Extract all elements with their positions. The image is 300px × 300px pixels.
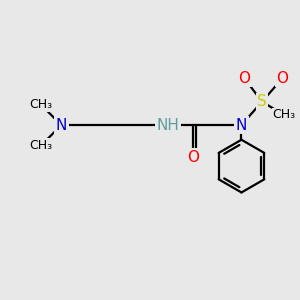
Text: O: O	[277, 71, 289, 86]
Text: N: N	[236, 118, 247, 133]
Text: CH₃: CH₃	[29, 139, 52, 152]
Text: NH: NH	[157, 118, 180, 133]
Text: CH₃: CH₃	[29, 98, 52, 111]
Text: CH₃: CH₃	[272, 108, 296, 122]
Text: S: S	[257, 94, 267, 109]
Text: N: N	[56, 118, 67, 133]
Text: O: O	[238, 71, 250, 86]
Text: O: O	[187, 150, 199, 165]
